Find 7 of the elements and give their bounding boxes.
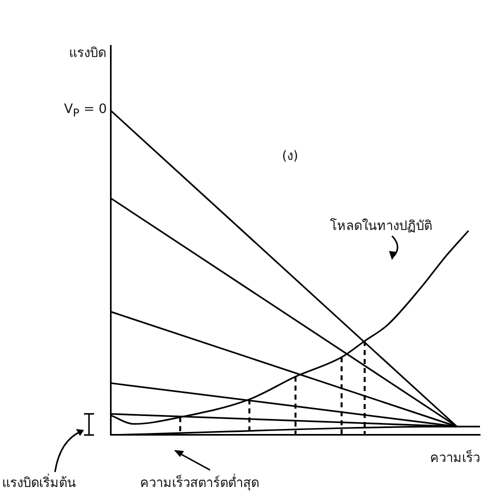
text: ความเร็วสตาร์ตต่ำสุด xyxy=(140,472,259,492)
x-axis-title: ความเร็ว xyxy=(430,448,480,468)
annotation: โหลดในทางปฏิบัติ xyxy=(330,217,432,236)
text: V$_{P}$ = 0 xyxy=(64,102,107,120)
annotation: (ง) xyxy=(282,148,298,166)
y-axis-title: แรงบิด xyxy=(69,44,106,62)
text: แรงบิดเริ่มต้น xyxy=(2,472,76,492)
